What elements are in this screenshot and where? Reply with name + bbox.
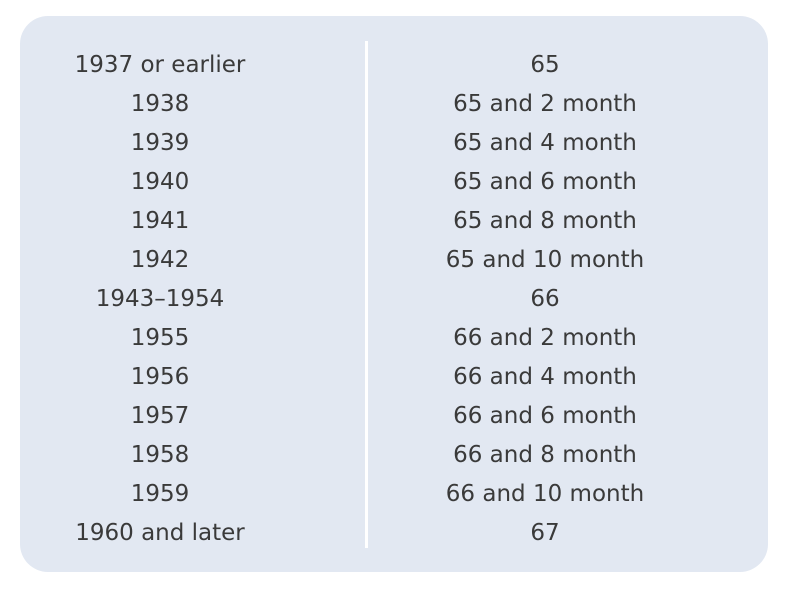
retirement-age-cell: 65 and 4 month <box>453 130 637 156</box>
birth-year-cell: 1942 <box>130 247 190 273</box>
birth-year-cell: 1937 or earlier <box>74 52 246 78</box>
birth-year-cell: 1956 <box>130 364 190 390</box>
birth-year-cell: 1958 <box>130 442 190 468</box>
birth-year-cell: 1960 and later <box>75 520 245 546</box>
birth-year-cell: 1940 <box>130 169 190 195</box>
birth-year-cell: 1938 <box>130 91 190 117</box>
retirement-age-cell: 67 <box>530 520 560 546</box>
retirement-age-column: 65 65 and 2 month 65 and 4 month 65 and … <box>365 46 725 553</box>
birth-year-cell: 1941 <box>130 208 190 234</box>
birth-year-cell: 1957 <box>130 403 190 429</box>
retirement-age-cell: 65 and 8 month <box>453 208 637 234</box>
retirement-age-cell: 66 and 4 month <box>453 364 637 390</box>
retirement-age-cell: 66 and 2 month <box>453 325 637 351</box>
birth-year-cell: 1939 <box>130 130 190 156</box>
retirement-age-cell: 65 and 10 month <box>445 247 645 273</box>
retirement-age-cell: 66 and 6 month <box>453 403 637 429</box>
retirement-age-cell: 65 and 2 month <box>453 91 637 117</box>
retirement-age-cell: 65 <box>530 52 560 78</box>
birth-year-column: 1937 or earlier 1938 1939 1940 1941 1942… <box>20 46 300 553</box>
birth-year-cell: 1955 <box>130 325 190 351</box>
table-card: 1937 or earlier 1938 1939 1940 1941 1942… <box>20 16 768 572</box>
retirement-age-cell: 65 and 6 month <box>453 169 637 195</box>
column-divider <box>365 41 368 548</box>
retirement-age-cell: 66 and 10 month <box>445 481 645 507</box>
retirement-age-cell: 66 and 8 month <box>453 442 637 468</box>
birth-year-cell: 1959 <box>130 481 190 507</box>
retirement-age-cell: 66 <box>530 286 560 312</box>
birth-year-cell: 1943–1954 <box>95 286 225 312</box>
